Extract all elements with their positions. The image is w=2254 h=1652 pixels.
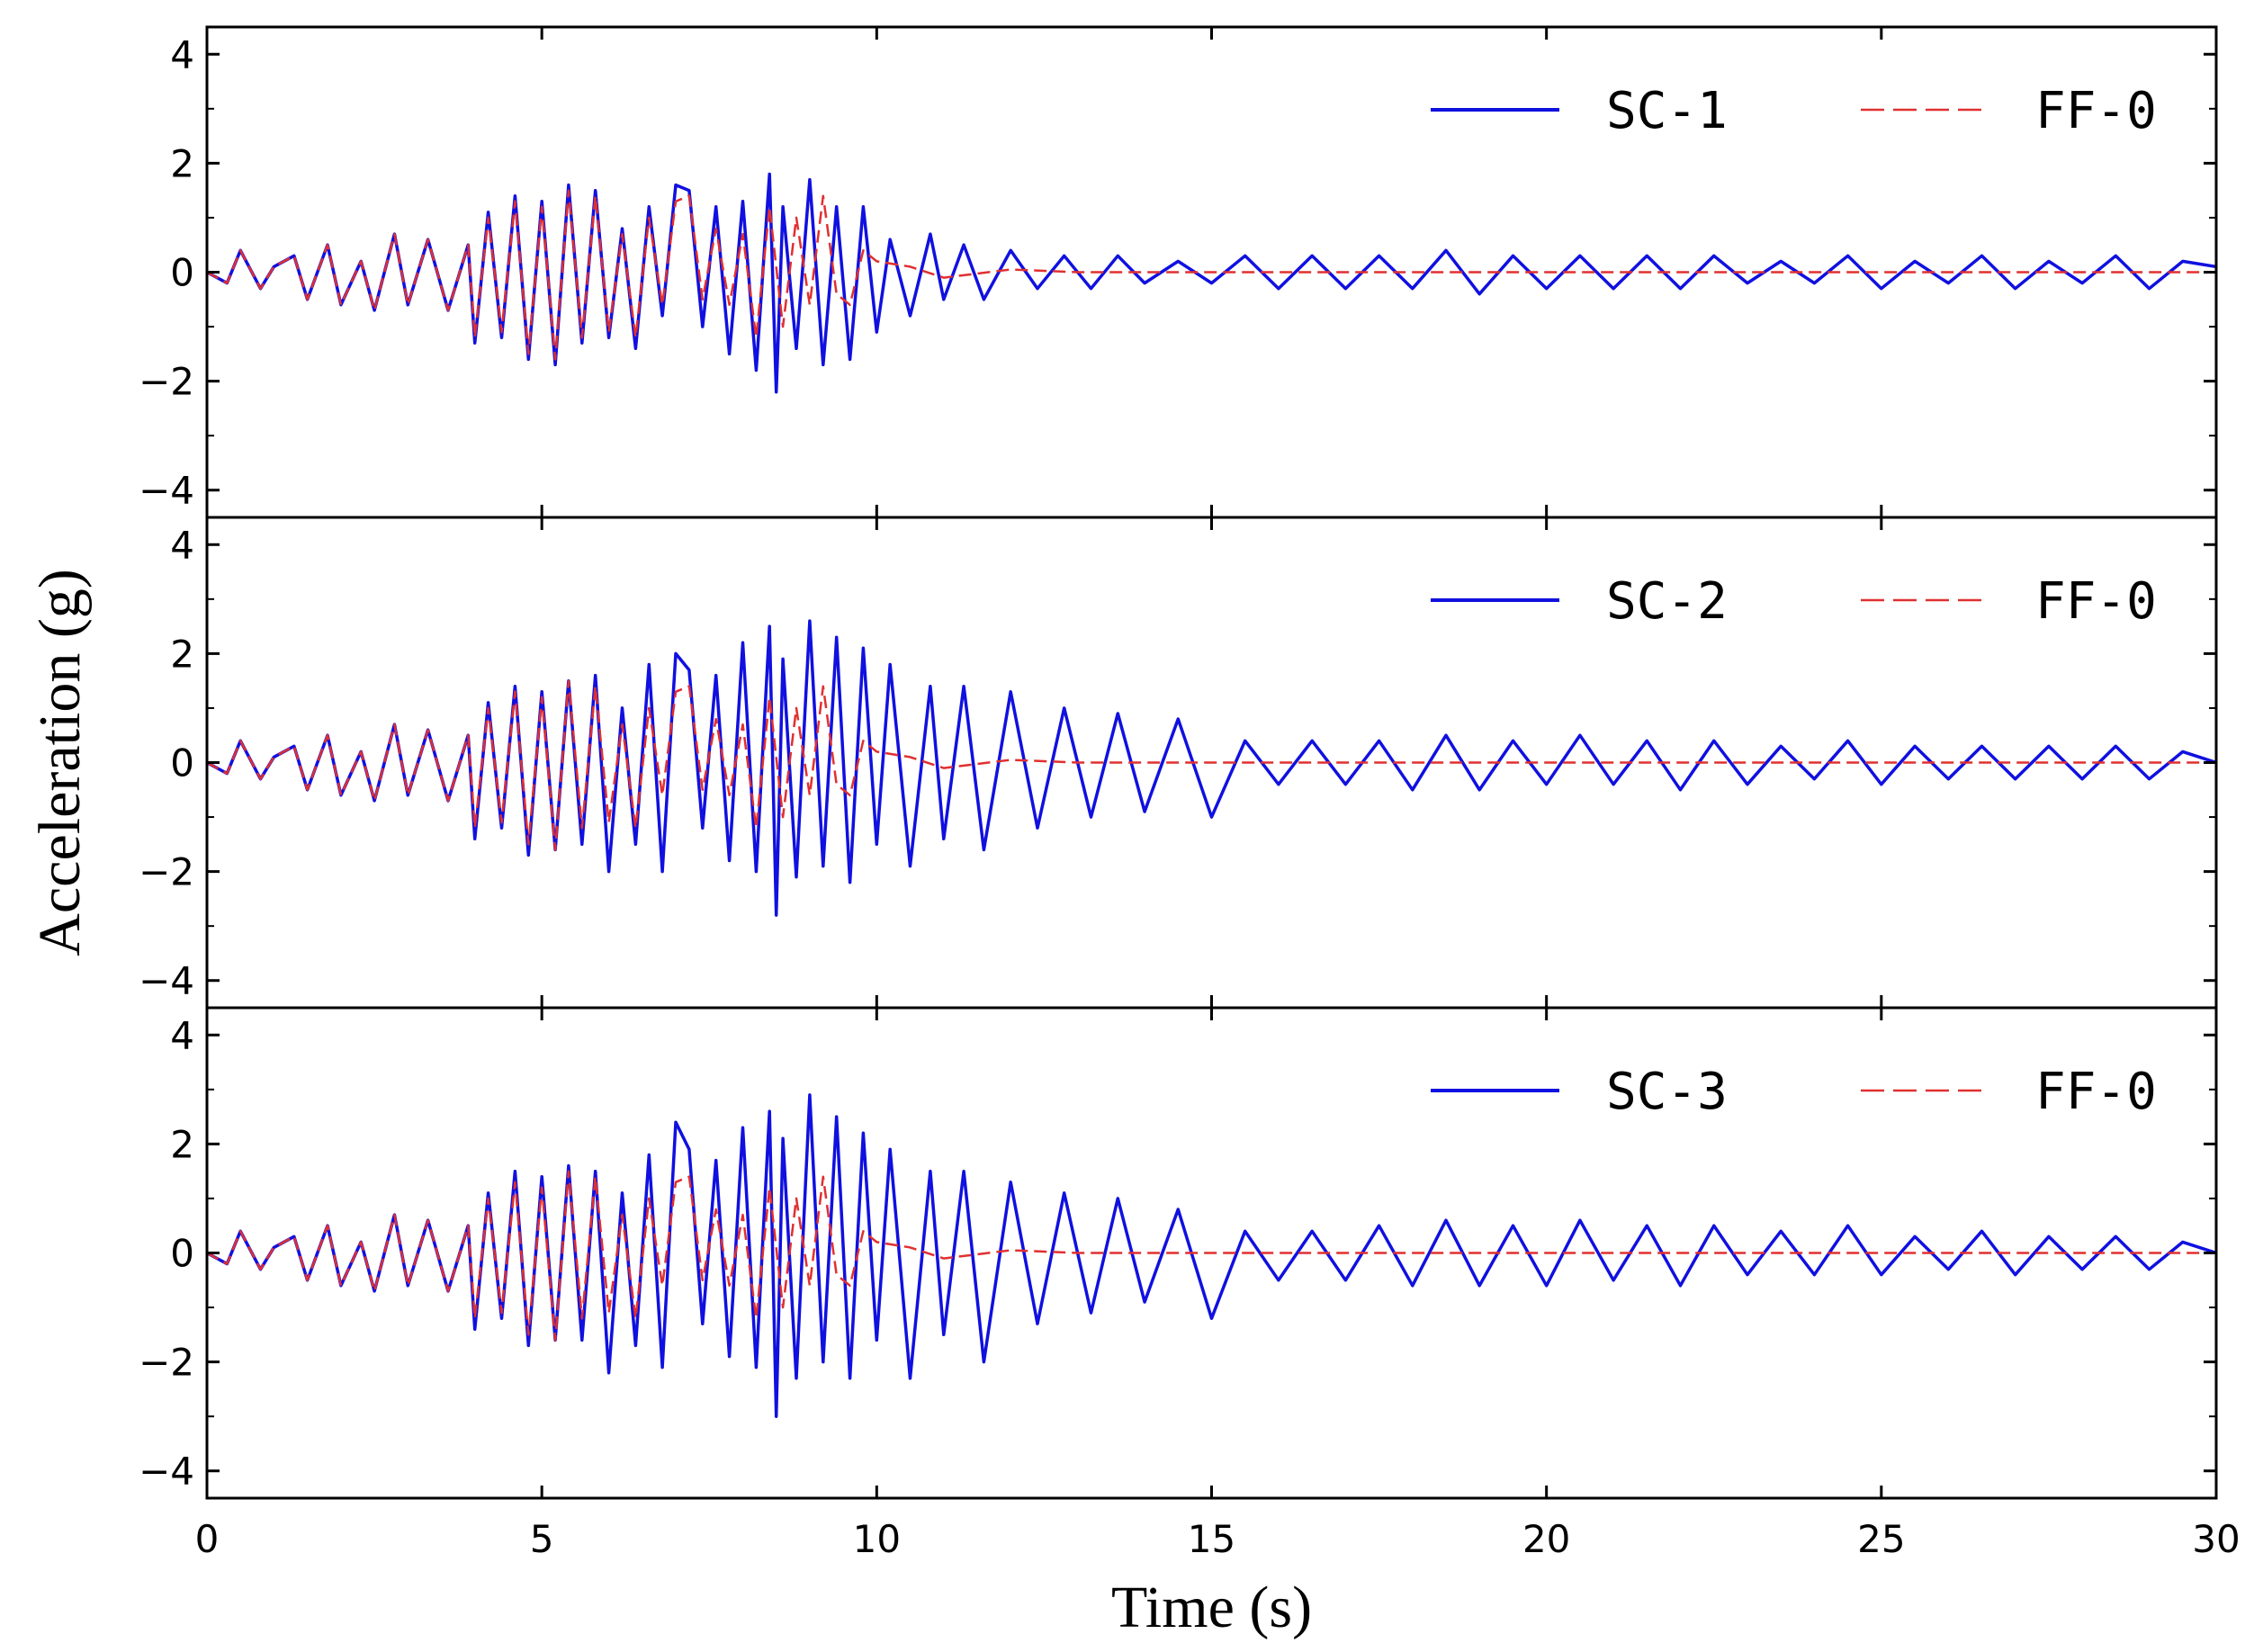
series-line-ff-0 <box>207 679 2216 851</box>
series-line-sc-1 <box>207 172 2216 394</box>
y-tick-label: −4 <box>139 959 194 1003</box>
legend-label-ff-0: FF-0 <box>2035 572 2157 631</box>
series-line-ff-0 <box>207 189 2216 361</box>
x-tick-label: 20 <box>1522 1517 1570 1561</box>
series-line-ff-0 <box>207 1170 2216 1342</box>
legend-label-sc-3: SC-3 <box>1606 1063 1728 1121</box>
y-tick-label: 0 <box>170 741 194 786</box>
legend-label-sc-2: SC-2 <box>1606 572 1728 631</box>
x-tick-label: 10 <box>853 1517 901 1561</box>
y-tick-label: −4 <box>139 1450 194 1494</box>
y-tick-label: 2 <box>170 141 194 185</box>
x-tick-label: 15 <box>1188 1517 1235 1561</box>
panel-3: 4 2 0 −2 −4 SC-3 FF-0 <box>139 1006 2218 1500</box>
legend-label-ff-0: FF-0 <box>2035 82 2157 140</box>
x-tick-label: 0 <box>195 1517 220 1561</box>
y-tick-label: 4 <box>170 1013 194 1057</box>
y-tick-label: −2 <box>139 360 194 404</box>
y-tick-label: −2 <box>139 1341 194 1385</box>
panel-2: 4 2 0 −2 −4 SC-2 FF-0 <box>139 516 2218 1010</box>
x-axis-title: Time (s) <box>1111 1575 1312 1640</box>
x-tick-label: 5 <box>530 1517 554 1561</box>
y-axis-title: Acceleration (g) <box>27 569 93 956</box>
y-tick-label: −2 <box>139 850 194 894</box>
y-tick-label: 0 <box>170 1232 194 1276</box>
y-tick-label: 4 <box>170 523 194 567</box>
x-tick-label: 25 <box>1857 1517 1905 1561</box>
panel-1: 4 2 0 −2 −4 SC-1 FF-0 <box>139 25 2218 519</box>
legend-label-ff-0: FF-0 <box>2035 1063 2157 1121</box>
y-tick-label: 2 <box>170 1122 194 1166</box>
x-tick-label: 30 <box>2192 1517 2240 1561</box>
legend-label-sc-1: SC-1 <box>1606 82 1728 140</box>
y-tick-label: 4 <box>170 32 194 76</box>
y-tick-label: 2 <box>170 632 194 676</box>
y-tick-label: 0 <box>170 251 194 295</box>
y-tick-label: −4 <box>139 469 194 513</box>
